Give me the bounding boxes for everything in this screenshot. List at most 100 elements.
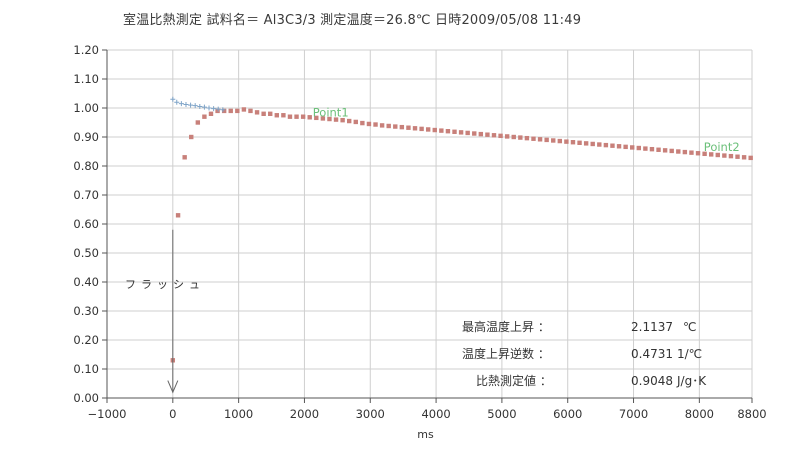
data-point bbox=[294, 114, 299, 119]
data-point bbox=[425, 127, 431, 132]
x-tick-label: 8800 bbox=[737, 407, 766, 421]
data-point bbox=[360, 120, 365, 126]
data-point bbox=[201, 104, 207, 110]
y-tick-label: 1.00 bbox=[73, 101, 99, 115]
x-tick-label: 8000 bbox=[685, 407, 714, 421]
data-point bbox=[197, 104, 203, 110]
result-value-inverse-temp-rise: 0.4731 bbox=[631, 347, 673, 361]
flash-label: フラッシュ bbox=[125, 278, 205, 291]
data-point bbox=[445, 129, 451, 134]
data-point bbox=[616, 144, 622, 149]
data-point bbox=[583, 141, 589, 146]
data-point bbox=[195, 120, 201, 125]
data-point bbox=[406, 125, 411, 130]
data-point bbox=[636, 145, 641, 151]
y-tick-label: 0.40 bbox=[73, 275, 99, 289]
data-point bbox=[202, 114, 207, 119]
data-point bbox=[537, 137, 543, 142]
y-tick-label: 1.10 bbox=[73, 72, 99, 86]
data-point bbox=[518, 135, 523, 140]
y-tick-label: 0.90 bbox=[73, 130, 99, 144]
data-point bbox=[630, 145, 635, 150]
data-point bbox=[215, 106, 221, 112]
chart-title: 室温比熱測定 試料名＝ Al3C3/3 測定温度＝26.8℃ 日時2009/05… bbox=[123, 13, 582, 28]
data-point bbox=[347, 118, 352, 124]
data-point bbox=[300, 114, 306, 119]
results-panel: 最高温度上昇 ： 2.1137 ℃ 温度上昇逆数 ： 0.4731 1/℃ 比熱… bbox=[462, 319, 707, 388]
data-point bbox=[189, 134, 194, 140]
y-tick-label: 0.50 bbox=[73, 246, 99, 260]
data-point bbox=[524, 135, 530, 141]
x-tick-label: 7000 bbox=[619, 407, 648, 421]
data-point bbox=[248, 108, 253, 114]
data-point bbox=[741, 155, 747, 160]
data-point bbox=[439, 128, 444, 133]
data-point bbox=[281, 113, 286, 118]
data-point bbox=[320, 116, 326, 121]
data-point bbox=[504, 134, 510, 139]
result-label-inverse-temp-rise: 温度上昇逆数 ： bbox=[462, 346, 550, 361]
x-axis-title: ms bbox=[417, 428, 434, 441]
data-point bbox=[287, 114, 293, 119]
result-value-specific-heat: 0.9048 bbox=[631, 374, 673, 388]
data-point bbox=[206, 105, 212, 111]
data-point bbox=[228, 108, 233, 114]
data-point bbox=[662, 148, 668, 153]
data-point bbox=[170, 96, 176, 102]
data-point bbox=[649, 146, 655, 152]
x-tick-label: 4000 bbox=[421, 407, 450, 421]
result-label-specific-heat: 比熱測定値 ： bbox=[476, 373, 552, 388]
data-point bbox=[261, 111, 266, 116]
x-tick-label: 5000 bbox=[487, 407, 516, 421]
data-point bbox=[274, 113, 280, 118]
data-point bbox=[307, 115, 312, 120]
data-point bbox=[373, 122, 378, 127]
data-point bbox=[192, 103, 198, 109]
data-point bbox=[215, 108, 220, 114]
data-point bbox=[669, 148, 674, 154]
axes bbox=[102, 49, 753, 403]
data-point bbox=[682, 149, 688, 155]
y-tick-labels: 0.00 0.10 0.20 0.30 0.40 0.50 0.60 0.70 0.80 0.90… bbox=[73, 43, 99, 405]
data-point bbox=[182, 155, 187, 160]
data-point bbox=[220, 107, 226, 113]
data-point bbox=[366, 121, 372, 127]
annotations: Point1 Point2 フラッシュ bbox=[125, 105, 740, 394]
y-tick-label: 0.80 bbox=[73, 159, 99, 173]
data-point bbox=[412, 126, 418, 131]
result-label-max-temp-rise: 最高温度上昇 ： bbox=[462, 319, 550, 334]
x-tick-label: 2000 bbox=[290, 407, 319, 421]
y-tick-label: 0.30 bbox=[73, 304, 99, 318]
y-tick-label: 0.60 bbox=[73, 217, 99, 231]
x-tick-label: 6000 bbox=[553, 407, 582, 421]
y-tick-label: 0.10 bbox=[73, 362, 99, 376]
y-tick-label: 0.00 bbox=[73, 391, 99, 405]
data-point bbox=[511, 134, 516, 140]
data-point bbox=[175, 213, 181, 218]
point1-label: Point1 bbox=[313, 105, 349, 119]
data-point bbox=[333, 117, 339, 122]
result-value-max-temp-rise: 2.1137 bbox=[631, 320, 673, 334]
data-point bbox=[676, 149, 681, 154]
x-tick-label: 0 bbox=[169, 407, 176, 421]
data-point bbox=[472, 131, 477, 136]
data-point bbox=[208, 111, 214, 116]
data-point bbox=[623, 144, 628, 150]
data-point bbox=[419, 126, 424, 132]
data-point bbox=[643, 146, 648, 151]
data-point bbox=[610, 143, 615, 148]
data-point bbox=[544, 137, 549, 143]
data-point bbox=[241, 107, 247, 112]
data-point bbox=[327, 116, 332, 122]
data-point bbox=[188, 102, 194, 108]
data-point bbox=[689, 150, 694, 155]
data-point bbox=[465, 130, 470, 136]
flash-arrow-icon bbox=[167, 380, 179, 394]
data-series bbox=[170, 96, 753, 363]
data-point bbox=[695, 151, 701, 156]
data-point bbox=[235, 108, 240, 114]
point2-label: Point2 bbox=[704, 140, 740, 154]
result-unit-max-temp-rise: ℃ bbox=[683, 320, 696, 334]
data-point bbox=[221, 108, 227, 114]
data-point bbox=[178, 101, 184, 107]
